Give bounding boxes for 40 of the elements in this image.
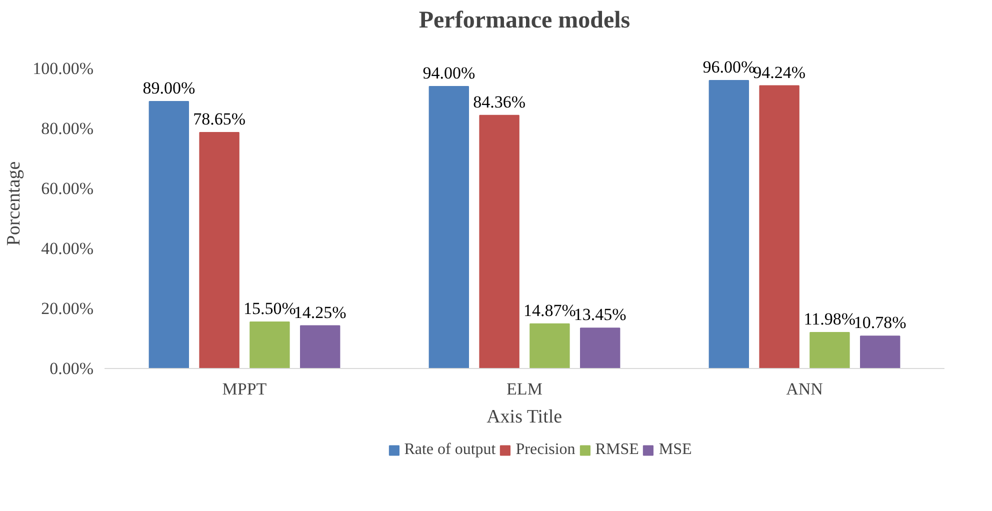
y-tick-label: 60.00% [41,179,94,198]
y-tick-label: 80.00% [41,119,94,138]
chart-title: Performance models [418,8,630,34]
x-tick-label: MPPT [222,380,268,398]
legend-label: RMSE [595,441,639,459]
data-label: 15.50% [243,299,296,318]
data-label: 11.98% [804,310,856,329]
bar [428,86,469,368]
data-label: 84.36% [473,92,526,112]
x-tick-label: ELM [506,380,542,398]
y-tick-label: 0.00% [50,359,94,378]
y-tick-label: 20.00% [41,299,94,318]
bar [810,332,850,368]
y-axis-title: Porcentage [4,161,25,246]
data-label: 78.65% [193,110,246,129]
data-label: 94.24% [753,62,806,82]
bar [148,101,189,368]
data-label: 94.00% [422,64,476,82]
bar [250,322,290,368]
data-label: 14.25% [294,302,346,322]
data-label: 13.45% [574,305,626,324]
bar [530,323,570,368]
legend-label: Rate of output [404,441,496,459]
bar [479,114,520,368]
bar [300,325,340,368]
bar [759,85,800,368]
data-label: 14.87% [523,300,576,320]
x-tick-label: ANN [786,380,823,398]
y-tick-label: 40.00% [41,239,94,258]
bar [199,132,240,368]
bar [708,80,749,368]
y-tick-label: 100.00% [32,59,94,78]
data-label: 89.00% [142,78,196,98]
legend-label: Precision [516,441,576,459]
data-label: 10.78% [854,313,906,332]
x-axis-title: Axis Title [486,406,562,428]
bar [860,336,900,368]
bar [580,328,620,368]
data-label: 96.00% [702,58,756,76]
legend-label: MSE [658,441,692,459]
